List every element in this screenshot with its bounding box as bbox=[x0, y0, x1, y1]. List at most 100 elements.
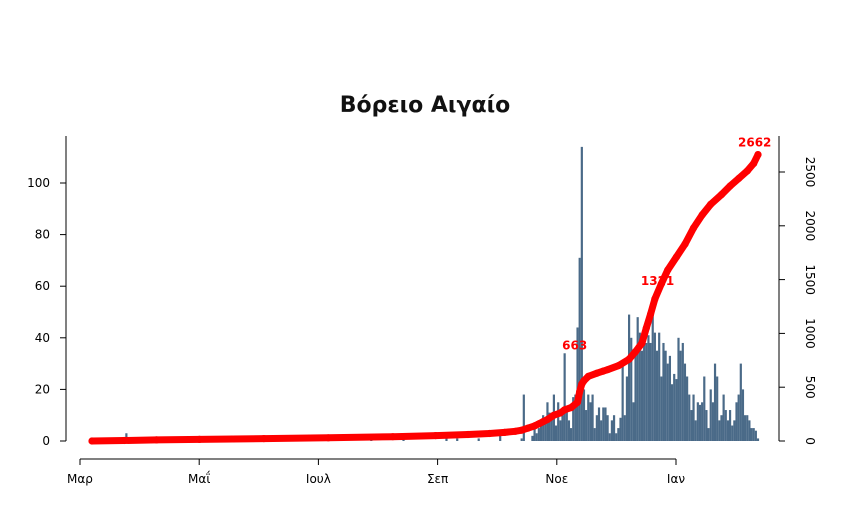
bar bbox=[681, 342, 684, 441]
bar bbox=[625, 376, 629, 441]
bar bbox=[559, 420, 562, 441]
right-tick-label: 500 bbox=[803, 376, 817, 399]
cumulative-point bbox=[750, 159, 758, 167]
annotation-label: 1321 bbox=[641, 274, 674, 288]
cumulative-point bbox=[260, 435, 268, 443]
bar bbox=[621, 363, 624, 441]
bar bbox=[533, 425, 536, 441]
bar bbox=[739, 363, 742, 441]
bar bbox=[735, 402, 738, 441]
cumulative-point bbox=[324, 434, 332, 442]
x-axis: Μαρ Μαΐ Ιουλ Σεπ Νοε Ιαν bbox=[67, 458, 685, 486]
bar bbox=[602, 407, 605, 441]
bar bbox=[593, 428, 596, 441]
x-tick-label: Νοε bbox=[545, 472, 568, 486]
cumulative-point bbox=[726, 182, 734, 190]
bar bbox=[658, 332, 661, 441]
bar bbox=[636, 317, 639, 441]
cumulative-point bbox=[389, 433, 397, 441]
right-y-axis: 0 500 1000 1500 2000 2500 bbox=[778, 136, 817, 445]
left-tick-label: 100 bbox=[27, 176, 50, 190]
bar bbox=[707, 428, 710, 441]
bar bbox=[677, 337, 680, 441]
bar bbox=[569, 428, 573, 441]
bar bbox=[645, 342, 648, 441]
bar bbox=[563, 353, 566, 441]
bar bbox=[535, 433, 538, 441]
cumulative-point bbox=[651, 295, 659, 303]
bar bbox=[610, 420, 613, 441]
cumulative-point bbox=[576, 387, 584, 396]
bar bbox=[576, 327, 579, 441]
bar bbox=[752, 428, 755, 441]
bar bbox=[649, 342, 652, 441]
bar bbox=[477, 438, 480, 441]
cumulative-annotations: 663 1321 2662 bbox=[562, 136, 771, 353]
bar bbox=[666, 363, 669, 441]
right-tick-label: 1500 bbox=[803, 264, 817, 295]
cumulative-point bbox=[485, 429, 494, 438]
bar bbox=[668, 355, 672, 441]
bar bbox=[651, 304, 654, 441]
bar bbox=[705, 410, 708, 441]
bar bbox=[567, 420, 571, 441]
left-tick-label: 60 bbox=[35, 279, 50, 293]
cumulative-point bbox=[657, 280, 665, 288]
cumulative-point bbox=[567, 404, 575, 412]
bar bbox=[591, 394, 594, 441]
bar bbox=[578, 257, 581, 441]
cumulative-point bbox=[672, 253, 681, 261]
bar bbox=[604, 407, 607, 441]
bar bbox=[544, 420, 547, 441]
bar bbox=[606, 415, 609, 441]
bar bbox=[713, 363, 717, 441]
bar bbox=[608, 433, 611, 441]
bar bbox=[615, 433, 618, 441]
x-tick-label: Μαΐ bbox=[188, 471, 210, 486]
cumulative-point bbox=[573, 398, 582, 406]
cumulative-point bbox=[464, 430, 472, 439]
bar bbox=[619, 417, 622, 441]
bar bbox=[675, 379, 678, 441]
bar bbox=[673, 373, 676, 441]
cumulative-point bbox=[638, 339, 646, 347]
bar bbox=[574, 394, 577, 441]
cumulative-point bbox=[717, 191, 726, 199]
cumulative-point bbox=[524, 424, 532, 432]
bar bbox=[572, 397, 575, 441]
bar bbox=[679, 350, 682, 441]
bar bbox=[662, 342, 665, 441]
left-y-axis: 0 20 40 60 80 100 bbox=[27, 136, 67, 448]
bar bbox=[565, 410, 568, 441]
chart-title: Βόρειο Αιγαίο bbox=[340, 93, 511, 118]
bar bbox=[741, 389, 745, 441]
bar bbox=[632, 402, 635, 441]
bar bbox=[670, 384, 674, 441]
cumulative-point bbox=[664, 266, 672, 274]
bar bbox=[744, 415, 747, 441]
cumulative-cases-line bbox=[88, 151, 762, 445]
bar bbox=[692, 394, 695, 441]
cumulative-point bbox=[743, 167, 751, 175]
bar bbox=[585, 410, 588, 441]
cumulative-point bbox=[500, 428, 509, 436]
left-tick-label: 20 bbox=[35, 382, 50, 396]
bar bbox=[686, 376, 689, 441]
right-tick-label: 2500 bbox=[803, 157, 817, 188]
bar bbox=[548, 412, 551, 441]
right-tick-label: 0 bbox=[803, 437, 817, 445]
bar bbox=[688, 394, 691, 441]
cumulative-point bbox=[681, 240, 689, 248]
bar bbox=[557, 402, 560, 441]
bar bbox=[653, 332, 656, 441]
bar bbox=[531, 435, 534, 441]
bar bbox=[690, 410, 693, 441]
cumulative-point bbox=[647, 310, 655, 318]
bar bbox=[597, 407, 601, 441]
bar bbox=[655, 350, 659, 441]
bar bbox=[522, 394, 525, 441]
cumulative-point bbox=[593, 369, 601, 377]
bar bbox=[456, 438, 459, 441]
cumulative-point bbox=[550, 411, 558, 419]
